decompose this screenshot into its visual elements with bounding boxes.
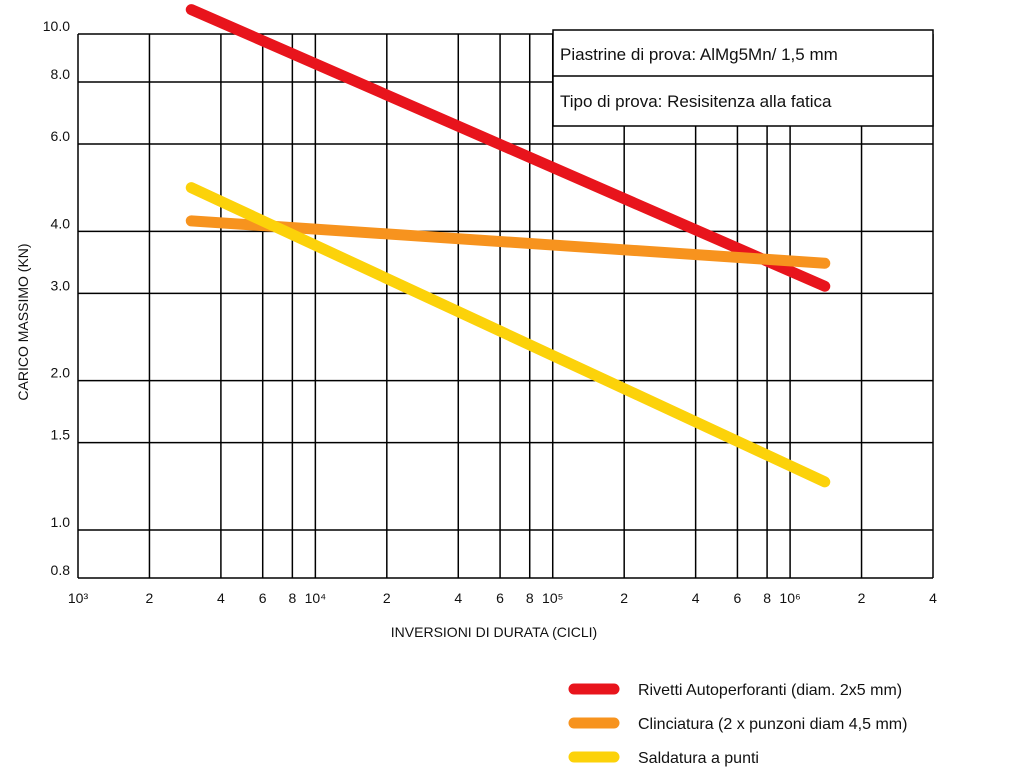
legend-label-2: Clinciatura (2 x punzoni diam 4,5 mm) (638, 716, 907, 733)
grid (77, 33, 934, 579)
y-tick-label: 1.5 (51, 427, 71, 443)
y-tick-label: 3.0 (51, 277, 71, 293)
y-tick-label: 6.0 (51, 128, 71, 144)
x-tick-label: 4 (217, 590, 225, 606)
x-tick-label: 4 (454, 590, 462, 606)
y-tick-labels: 10.0 8.0 6.0 4.0 3.0 2.0 1.5 1.0 0.8 (43, 18, 70, 578)
x-tick-label: 6 (259, 590, 267, 606)
y-tick-label: 2.0 (51, 365, 71, 381)
x-tick-label: 10⁴ (305, 590, 327, 606)
y-tick-label: 4.0 (51, 215, 71, 231)
x-tick-label: 8 (763, 590, 771, 606)
x-tick-label: 4 (929, 590, 937, 606)
legend: Rivetti Autoperforanti (diam. 2x5 mm) Cli… (568, 682, 907, 767)
annotation-box (552, 29, 934, 127)
x-tick-label: 10³ (68, 590, 89, 606)
x-tick-label: 2 (383, 590, 391, 606)
x-tick-label: 8 (526, 590, 534, 606)
series-line-3 (185, 182, 831, 488)
y-axis-title: CARICO MASSIMO (KN) (15, 243, 31, 400)
x-tick-label: 4 (692, 590, 700, 606)
x-axis-title: INVERSIONI DI DURATA (CICLI) (391, 624, 597, 640)
x-tick-label: 6 (496, 590, 504, 606)
legend-label-1: Rivetti Autoperforanti (diam. 2x5 mm) (638, 682, 902, 699)
x-tick-label: 2 (146, 590, 154, 606)
x-tick-label: 8 (288, 590, 296, 606)
y-tick-label: 1.0 (51, 514, 71, 530)
annotation-test-plates: Piastrine di prova: AlMg5Mn/ 1,5 mm (560, 45, 838, 64)
series-line-1 (185, 4, 831, 292)
y-tick-label: 8.0 (51, 66, 71, 82)
x-tick-label: 2 (858, 590, 866, 606)
legend-label-3: Saldatura a punti (638, 750, 759, 767)
x-tick-labels: 10³ 2 4 6 8 10⁴ 2 4 6 8 10⁵ 2 4 6 8 10⁶ 2 4 (68, 590, 937, 606)
y-tick-label: 10.0 (43, 18, 70, 34)
annotation-test-type: Tipo di prova: Resisitenza alla fatica (560, 92, 832, 111)
series-line-2 (185, 215, 831, 269)
y-tick-label: 0.8 (51, 562, 71, 578)
x-tick-label: 2 (620, 590, 628, 606)
x-tick-label: 10⁵ (542, 590, 563, 606)
x-tick-label: 6 (734, 590, 742, 606)
x-tick-label: 10⁶ (779, 590, 800, 606)
series-lines (185, 4, 831, 488)
